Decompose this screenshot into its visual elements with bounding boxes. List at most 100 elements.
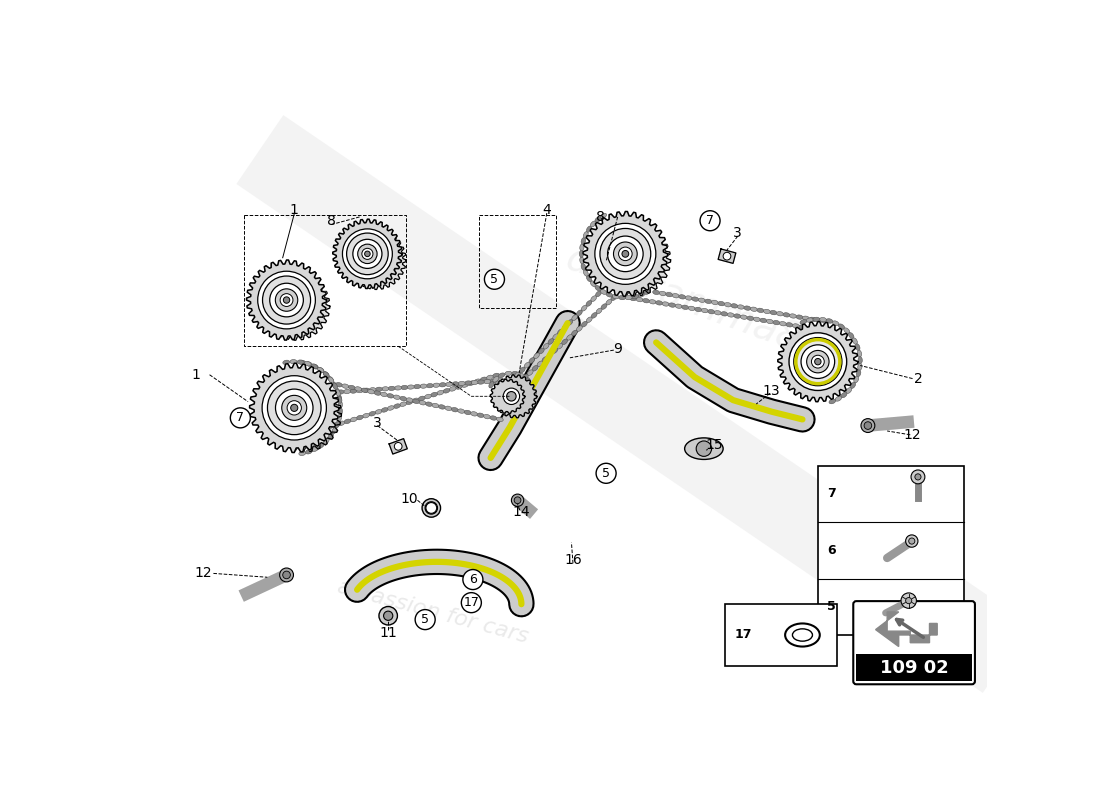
Circle shape (909, 538, 915, 544)
Ellipse shape (439, 382, 447, 387)
Ellipse shape (381, 392, 387, 397)
Ellipse shape (329, 377, 333, 383)
Ellipse shape (698, 298, 705, 302)
Circle shape (290, 404, 298, 411)
Ellipse shape (720, 312, 728, 316)
Text: 1: 1 (191, 368, 200, 382)
Circle shape (257, 271, 316, 329)
Ellipse shape (464, 410, 471, 414)
Polygon shape (246, 260, 327, 340)
Ellipse shape (493, 374, 499, 378)
Ellipse shape (323, 372, 329, 378)
Ellipse shape (852, 338, 857, 344)
Circle shape (415, 610, 436, 630)
Circle shape (507, 391, 516, 401)
Ellipse shape (601, 304, 607, 310)
Text: 5: 5 (827, 600, 836, 614)
Ellipse shape (525, 377, 530, 383)
Circle shape (621, 247, 648, 273)
Circle shape (394, 442, 403, 450)
Circle shape (284, 394, 323, 434)
Ellipse shape (636, 298, 644, 302)
Ellipse shape (471, 380, 477, 385)
Ellipse shape (649, 300, 656, 304)
Ellipse shape (537, 361, 543, 366)
Ellipse shape (342, 384, 349, 388)
Ellipse shape (356, 415, 363, 420)
Ellipse shape (727, 313, 734, 317)
Ellipse shape (318, 443, 324, 448)
Ellipse shape (375, 387, 383, 391)
Ellipse shape (780, 322, 786, 326)
Ellipse shape (477, 413, 484, 418)
Ellipse shape (388, 386, 395, 390)
Ellipse shape (306, 362, 312, 366)
Ellipse shape (326, 425, 332, 430)
Ellipse shape (844, 328, 849, 334)
Text: 1: 1 (289, 203, 299, 217)
Circle shape (366, 250, 387, 270)
Ellipse shape (338, 396, 342, 403)
Ellipse shape (336, 388, 340, 394)
Ellipse shape (484, 414, 491, 419)
Circle shape (600, 229, 651, 279)
Circle shape (422, 498, 440, 517)
Ellipse shape (760, 318, 767, 322)
Ellipse shape (672, 294, 679, 298)
Ellipse shape (734, 314, 740, 318)
Polygon shape (265, 376, 341, 452)
Ellipse shape (505, 371, 512, 375)
Ellipse shape (370, 388, 376, 392)
Ellipse shape (387, 394, 394, 398)
Circle shape (278, 289, 314, 324)
Ellipse shape (337, 414, 341, 422)
Ellipse shape (707, 310, 715, 314)
Ellipse shape (399, 402, 407, 406)
Ellipse shape (515, 372, 520, 378)
Circle shape (618, 247, 632, 261)
Circle shape (283, 571, 290, 578)
Ellipse shape (712, 300, 718, 305)
Ellipse shape (810, 317, 816, 322)
Ellipse shape (835, 396, 842, 401)
Circle shape (361, 245, 392, 275)
Circle shape (700, 210, 720, 230)
Ellipse shape (856, 344, 860, 350)
Circle shape (915, 474, 921, 480)
Circle shape (378, 606, 397, 625)
Ellipse shape (586, 301, 592, 306)
Circle shape (905, 535, 917, 547)
Ellipse shape (306, 450, 312, 454)
Ellipse shape (394, 404, 400, 408)
Text: 6: 6 (469, 573, 476, 586)
Ellipse shape (846, 388, 851, 394)
Ellipse shape (601, 214, 606, 218)
Ellipse shape (328, 433, 333, 439)
Ellipse shape (591, 281, 596, 286)
Polygon shape (598, 224, 671, 296)
Ellipse shape (692, 297, 698, 302)
Circle shape (596, 463, 616, 483)
Ellipse shape (767, 319, 773, 324)
Circle shape (356, 239, 397, 281)
Ellipse shape (491, 379, 497, 383)
Ellipse shape (337, 394, 341, 401)
Text: 4: 4 (542, 203, 551, 217)
Ellipse shape (848, 333, 854, 338)
Ellipse shape (829, 399, 836, 404)
Text: 10: 10 (400, 492, 419, 506)
Circle shape (812, 355, 824, 368)
Ellipse shape (757, 308, 763, 313)
Circle shape (426, 502, 437, 514)
Circle shape (267, 381, 321, 434)
Polygon shape (250, 363, 339, 453)
Ellipse shape (532, 366, 538, 371)
Circle shape (616, 242, 653, 278)
Ellipse shape (562, 339, 568, 345)
Ellipse shape (638, 292, 645, 297)
Ellipse shape (790, 314, 796, 318)
Text: 7: 7 (706, 214, 714, 227)
Text: 8: 8 (327, 214, 336, 228)
Ellipse shape (815, 318, 823, 322)
Ellipse shape (822, 319, 829, 324)
